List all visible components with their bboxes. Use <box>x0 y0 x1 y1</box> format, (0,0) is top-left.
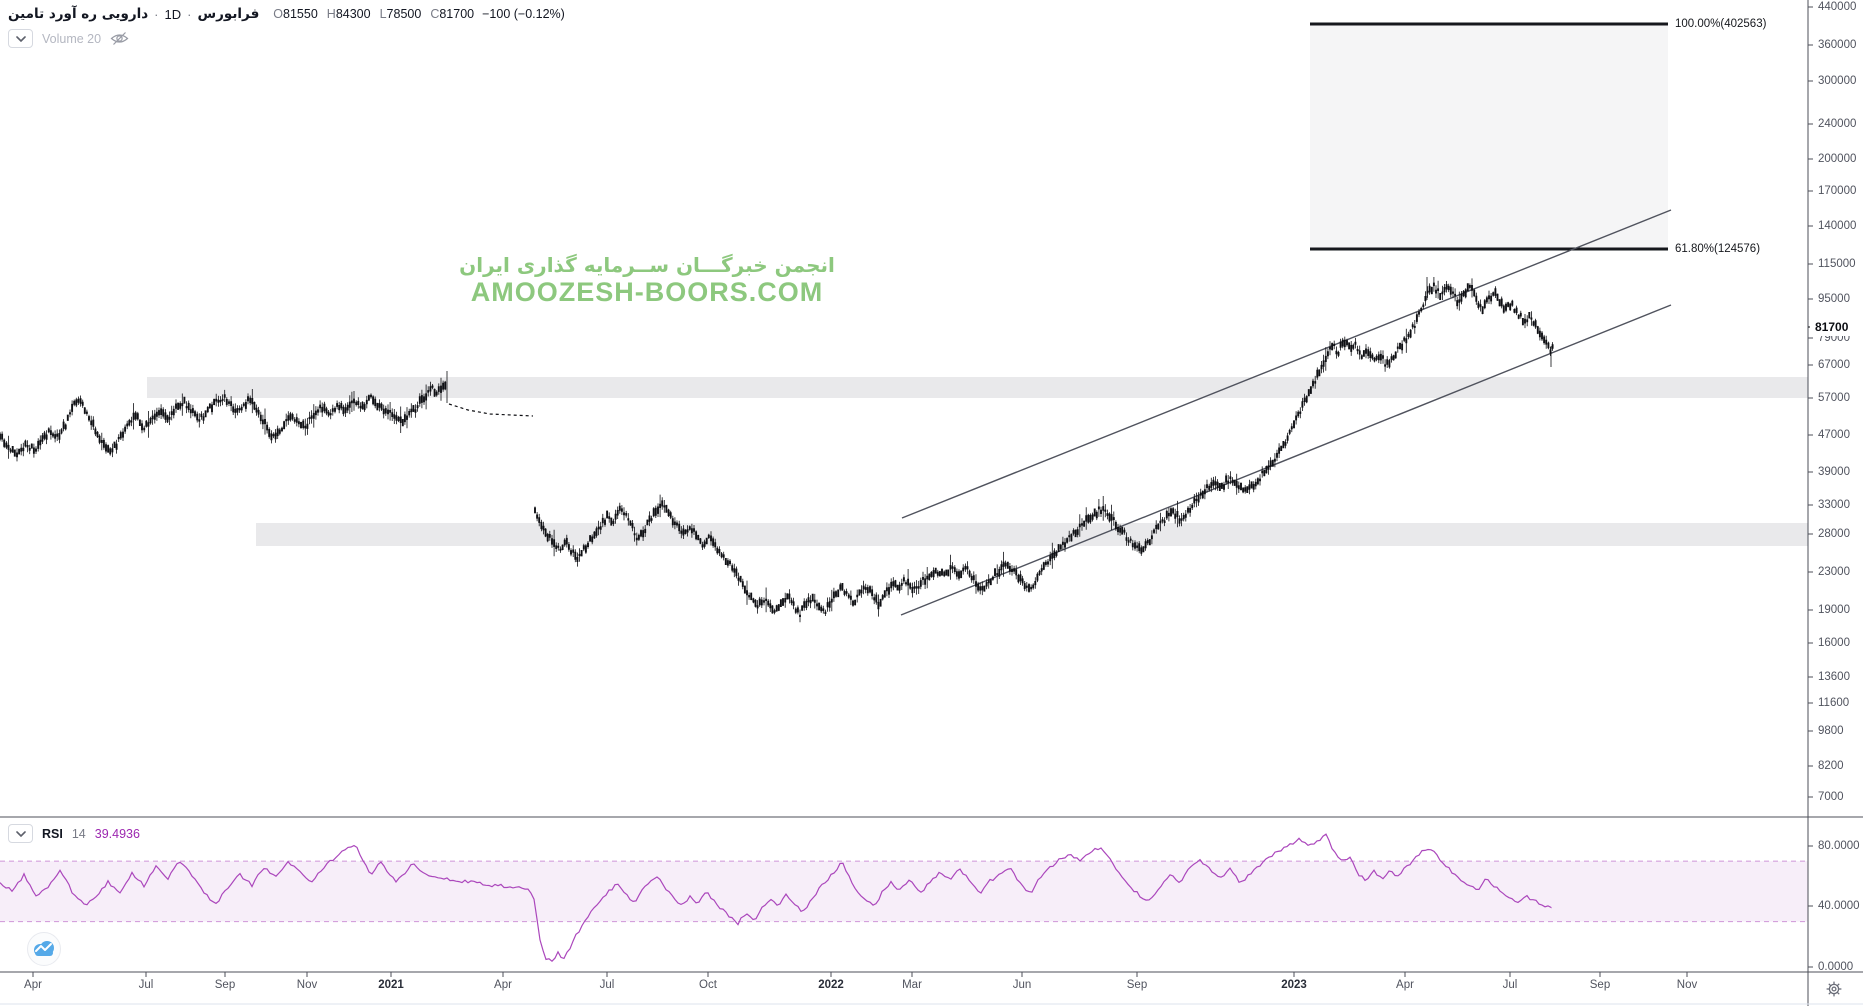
symbol-header: دارویی ره آورد تامین · 1D · فرابورس O815… <box>8 4 565 24</box>
chevron-down-icon <box>15 35 26 42</box>
watermark-line-domain: AMOOZESH-BOORS.COM <box>470 277 824 307</box>
watermark: انجمن خبرگـــان ســرمایه گذاری ایران AMO… <box>459 252 835 306</box>
close-value: C81700 <box>430 7 475 21</box>
volume-indicator-row: Volume 20 <box>8 29 129 48</box>
cloud-chart-logo-icon <box>34 941 54 956</box>
symbol-title[interactable]: دارویی ره آورد تامین <box>8 6 149 22</box>
low-value: L78500 <box>379 7 422 21</box>
change-value: −100 (−0.12%) <box>482 7 565 21</box>
broker-logo <box>27 932 61 966</box>
chevron-down-icon <box>15 830 26 837</box>
separator-dot: · <box>187 6 192 22</box>
rsi-period: 14 <box>71 826 86 841</box>
fib-level-100-label: 100.00%(402563) <box>1675 18 1767 30</box>
eye-hidden-icon[interactable] <box>110 31 129 46</box>
rsi-indicator-row: RSI 14 39.4936 <box>8 824 140 843</box>
timeframe-label[interactable]: 1D <box>164 6 182 22</box>
exchange-label: فرابورس <box>197 6 260 22</box>
watermark-line-persian: انجمن خبرگـــان ســرمایه گذاری ایران <box>459 253 835 277</box>
separator-dot: · <box>154 6 159 22</box>
volume-indicator-label: Volume 20 <box>42 31 102 46</box>
rsi-current-value: 39.4936 <box>94 826 140 841</box>
rsi-label: RSI <box>42 826 63 841</box>
ohlc-values: O81550 H84300 L78500 C81700 <box>273 7 474 21</box>
gear-icon <box>1826 981 1842 997</box>
fib-level-618-label: 61.80%(124576) <box>1675 243 1761 255</box>
rsi-collapse-button[interactable] <box>8 824 33 843</box>
axis-settings-button[interactable] <box>1824 979 1844 1004</box>
volume-collapse-button[interactable] <box>8 29 33 48</box>
high-value: H84300 <box>326 7 371 21</box>
open-value: O81550 <box>273 7 318 21</box>
last-price-label: 81700 <box>1810 318 1854 336</box>
